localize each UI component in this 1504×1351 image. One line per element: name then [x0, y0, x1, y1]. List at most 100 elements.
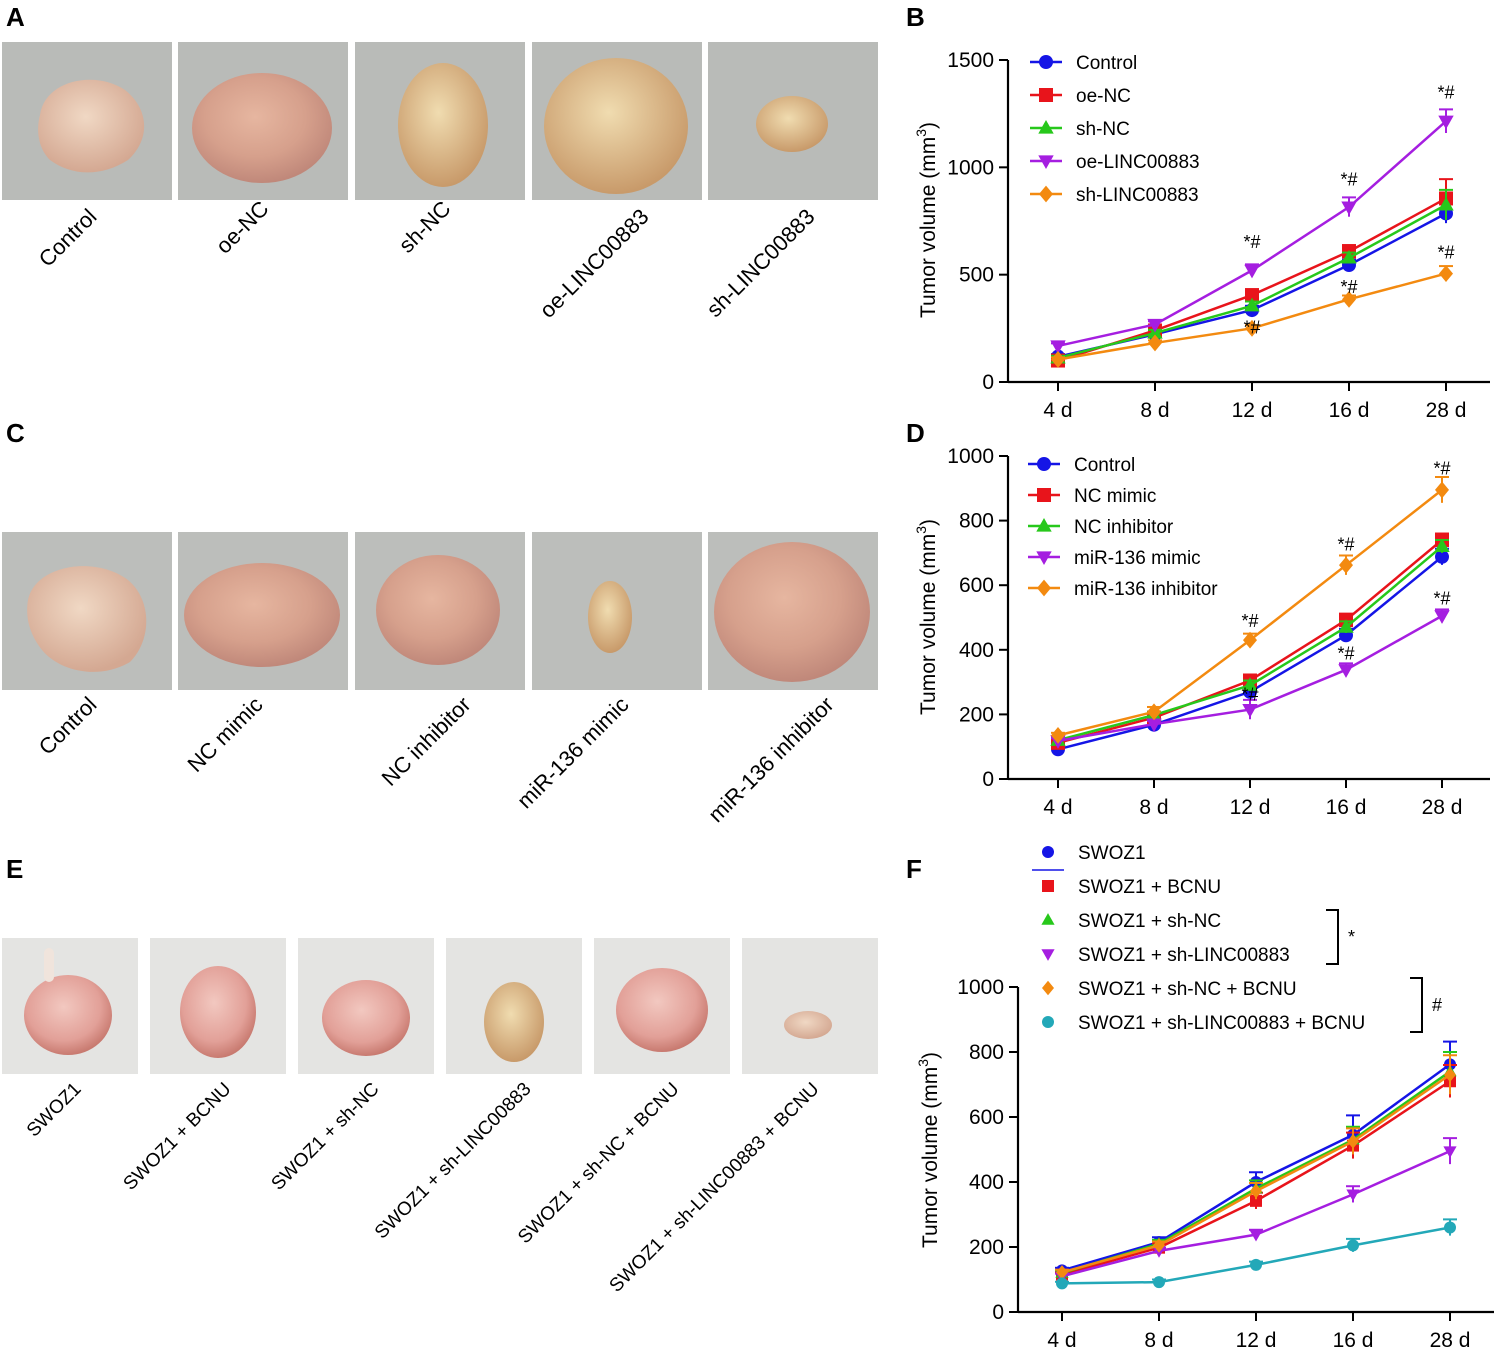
- chart-f-legend-marker-swoz1: [1042, 846, 1054, 858]
- chart-f-xtick-label: 12 d: [1236, 1329, 1277, 1351]
- panel-label-f: F: [906, 854, 922, 884]
- chart-f-ytick-label: 1000: [957, 976, 1004, 999]
- chart-d-point-nc-inhibitor: [1434, 538, 1450, 553]
- chart-d-xtick-label: 16 d: [1326, 796, 1367, 819]
- chart-d-ytick-label: 1000: [947, 445, 994, 468]
- photo-label-mir-136-inhibitor: miR-136 inhibitor: [703, 692, 838, 827]
- chart-f-series-swoz1-sh-linc00883-bcnu: [1055, 1218, 1457, 1290]
- tumor-a-sh-linc: [756, 96, 828, 152]
- chart-b-xtick-label: 12 d: [1232, 399, 1273, 422]
- photo-label-sh-linc00883: sh-LINC00883: [702, 204, 820, 322]
- chart-b-point-oe-linc00883: [1050, 340, 1066, 354]
- chart-b-ytick-label: 1000: [947, 156, 994, 179]
- chart-f-group-bracket: [1326, 909, 1339, 965]
- chart-d-point-mir-136-inhibitor: [1147, 703, 1161, 721]
- chart-b-legend-marker-sh-nc: [1038, 119, 1054, 134]
- chart-d-legend-label-nc-mimic: NC mimic: [1074, 486, 1156, 507]
- chart-f-xtick-label: 16 d: [1333, 1329, 1374, 1351]
- photo-label-nc-inhibitor: NC inhibitor: [377, 692, 476, 791]
- panel-label-a: A: [6, 2, 25, 32]
- panel-label-e: E: [6, 854, 23, 884]
- photo-label-control: Control: [34, 204, 102, 272]
- chart-f-legend-label-swoz1-sh-nc: SWOZ1 + sh-NC: [1078, 911, 1221, 932]
- chart-f-point-swoz1-bcnu: [1250, 1194, 1262, 1207]
- chart-b-series-sh-linc00883: [1051, 265, 1453, 368]
- chart-d-y-axis-title: Tumor volume (mm3): [913, 519, 940, 715]
- chart-d-legend-label-nc-inhibitor: NC inhibitor: [1074, 517, 1174, 538]
- chart-f-ytick-label: 600: [969, 1106, 1004, 1129]
- chart-f-legend-label-swoz1-sh-linc00883: SWOZ1 + sh-LINC00883: [1078, 945, 1290, 966]
- photo-label-swoz1-sh-nc-bcnu: SWOZ1 + sh-NC + BCNU: [514, 1079, 683, 1248]
- chart-b-point-oe-linc00883: [1341, 201, 1357, 216]
- chart-d-series-mir-136-inhibitor: [1051, 475, 1449, 744]
- chart-b-xtick-label: 8 d: [1140, 399, 1169, 422]
- chart-b-y-axis-title: Tumor volume (mm3): [913, 122, 940, 318]
- chart-d-point-mir-136-mimic: [1242, 703, 1258, 718]
- chart-d-xtick-label: 4 d: [1043, 796, 1072, 819]
- chart-d-point-mir-136-inhibitor: [1243, 631, 1257, 649]
- chart-f-point-swoz1-sh-nc-bcnu: [1347, 1134, 1359, 1149]
- chart-b-legend: Control oe-NC sh-NC oe-LINC00883 sh-LINC0088…: [1030, 53, 1200, 206]
- chart-b-point-oe-nc: [1245, 288, 1259, 303]
- chart-f-point-swoz1-sh-nc-bcnu: [1250, 1183, 1262, 1199]
- panel-label-c: C: [6, 418, 25, 448]
- chart-f-point-swoz1-sh-linc00883: [1346, 1189, 1360, 1202]
- panel-a-photos: [2, 42, 878, 200]
- chart-f-point-swoz1-sh-linc00883-bcnu: [1347, 1239, 1359, 1252]
- chart-b-ytick-label: 500: [959, 264, 994, 287]
- chart-d-ytick-label: 400: [959, 639, 994, 662]
- chart-b-ytick-label: 0: [982, 371, 994, 394]
- chart-d-point-control: [1435, 549, 1449, 564]
- tumor-c-mir-inhibitor: [714, 542, 870, 682]
- chart-d-xtick-label: 8 d: [1139, 796, 1168, 819]
- tumor-a-oe-linc: [544, 58, 688, 194]
- tumor-e-sh-nc-bcnu: [616, 968, 708, 1052]
- chart-d-point-nc-inhibitor: [1242, 677, 1258, 691]
- chart-panel-d: D 0 200 400 600 800 1000 4 d 8 d 12 d 16 d 28 d Tumo…: [906, 418, 1490, 819]
- photo-label-oe-linc00883: oe-LINC00883: [535, 204, 654, 323]
- chart-f-ytick-label: 0: [992, 1301, 1004, 1324]
- photo-label-control: Control: [34, 692, 102, 760]
- chart-b-legend-marker-control: [1039, 55, 1053, 69]
- photo-label-mir-136-mimic: miR-136 mimic: [512, 692, 633, 813]
- chart-f-point-swoz1-sh-nc-bcnu: [1153, 1238, 1165, 1253]
- chart-f-xtick-label: 4 d: [1047, 1329, 1076, 1351]
- photo-label-swoz1-sh-nc: SWOZ1 + sh-NC: [268, 1079, 384, 1195]
- chart-f-legend-marker-swoz1-sh-linc00883: [1041, 949, 1055, 961]
- chart-b-xtick-label: 4 d: [1043, 399, 1072, 422]
- chart-f-legend-marker-swoz1-sh-nc-bcnu: [1042, 980, 1054, 996]
- chart-panel-b: B 0 500 1000 1500 4 d 8 d 12 d 16 d 28 d Tumor vol…: [906, 2, 1490, 422]
- chart-b-point-sh-linc00883: [1439, 265, 1453, 282]
- tumor-e-sh-linc-bcnu: [784, 1011, 832, 1039]
- chart-f-series-swoz1-sh-nc: [1055, 1051, 1457, 1278]
- chart-b-point-sh-linc00883: [1245, 319, 1259, 337]
- chart-d-significance-mark: *#: [1337, 643, 1354, 663]
- chart-b-significance-mark: *#: [1437, 83, 1454, 103]
- chart-d-legend-label-control: Control: [1074, 455, 1135, 476]
- panel-label-b: B: [906, 2, 925, 32]
- chart-b-legend-label-sh-nc: sh-NC: [1076, 119, 1130, 140]
- chart-b-significance-mark: *#: [1243, 232, 1260, 252]
- chart-f-point-swoz1-sh-linc00883: [1249, 1229, 1263, 1242]
- chart-d-legend-label-mir-136-mimic: miR-136 mimic: [1074, 548, 1201, 569]
- chart-f-group-bracket: [1410, 977, 1423, 1033]
- chart-f-legend: SWOZ1 SWOZ1 + BCNU SWOZ1 + sh-NC SWOZ1 + sh…: [1032, 843, 1442, 1034]
- chart-d-legend: Control NC mimic NC inhibitor miR-136 mimic…: [1028, 455, 1218, 600]
- tumor-c-nc-mimic: [184, 563, 340, 667]
- chart-b-legend-marker-oe-linc00883: [1038, 155, 1054, 170]
- tumor-e-sh-linc: [484, 982, 544, 1062]
- chart-d-legend-marker-mir-136-inhibitor: [1037, 579, 1051, 597]
- panel-c-photos: [2, 532, 878, 690]
- chart-d-legend-marker-nc-mimic: [1037, 488, 1051, 502]
- chart-d-xtick-label: 28 d: [1422, 796, 1463, 819]
- chart-d-ytick-label: 0: [982, 768, 994, 791]
- photo-label-swoz1: SWOZ1: [23, 1079, 86, 1142]
- chart-b-point-oe-linc00883: [1244, 264, 1260, 279]
- chart-d-point-mir-136-inhibitor: [1339, 556, 1353, 574]
- chart-f-point-swoz1-sh-nc-bcnu: [1444, 1067, 1456, 1082]
- chart-b-legend-marker-oe-nc: [1039, 88, 1053, 102]
- photo-e-sh-linc-bcnu: [742, 938, 878, 1074]
- chart-b-significance-mark: *#: [1437, 243, 1454, 263]
- chart-b-point-sh-nc: [1244, 297, 1260, 312]
